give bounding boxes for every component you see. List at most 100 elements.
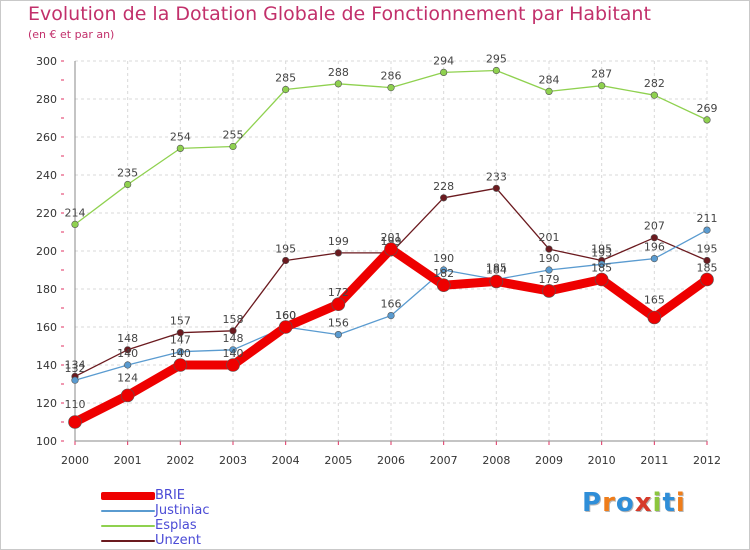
data-point-unzent	[545, 245, 553, 253]
data-label-justiniac: 156	[328, 317, 349, 330]
y-tick-label: 260	[36, 131, 57, 144]
y-tick-label: 240	[36, 169, 57, 182]
data-point-justiniac	[440, 266, 448, 274]
data-label-unzent: 195	[275, 243, 296, 256]
x-tick-label: 2003	[219, 454, 247, 467]
y-tick-label: 280	[36, 93, 57, 106]
data-point-brie	[120, 388, 135, 403]
data-point-unzent	[282, 256, 290, 265]
data-point-unzent	[492, 184, 500, 192]
data-point-brie	[436, 278, 451, 293]
data-label-brie: 110	[65, 398, 86, 411]
data-label-unzent: 207	[644, 220, 665, 233]
x-tick-label: 2004	[272, 454, 300, 467]
y-tick-label: 160	[36, 321, 57, 334]
data-label-unzent: 148	[117, 332, 138, 345]
logo-letter: t	[662, 488, 676, 518]
data-label-brie: 160	[275, 309, 296, 322]
data-point-brie	[278, 320, 293, 334]
data-point-justiniac	[229, 346, 237, 354]
data-point-justiniac	[124, 361, 132, 369]
data-label-justiniac: 147	[170, 334, 191, 347]
data-label-justiniac: 160	[275, 309, 296, 322]
data-point-brie	[594, 272, 609, 287]
legend-item-unzent: Unzent	[101, 533, 210, 548]
data-point-justiniac	[650, 255, 658, 263]
y-tick-label: 200	[36, 245, 57, 258]
data-label-esplas: 235	[117, 167, 138, 180]
logo-letter: i	[652, 488, 663, 518]
data-point-justiniac	[387, 312, 395, 320]
data-point-unzent	[176, 329, 184, 337]
data-label-justiniac: 132	[65, 362, 86, 375]
data-label-esplas: 294	[433, 54, 454, 67]
legend-label-justiniac: Justiniac	[155, 503, 210, 518]
proxiti-logo: Proxiti	[582, 488, 686, 518]
y-tick-label: 180	[36, 283, 57, 296]
y-tick-label: 300	[36, 55, 57, 68]
logo-letter: r	[602, 488, 616, 518]
data-point-unzent	[650, 234, 658, 242]
y-tick-label: 140	[36, 359, 57, 372]
data-point-brie	[68, 415, 82, 429]
data-label-esplas: 255	[223, 129, 244, 142]
data-label-esplas: 288	[328, 66, 349, 79]
legend-swatch-brie	[101, 491, 155, 500]
data-label-justiniac: 190	[539, 252, 560, 265]
x-tick-label: 2009	[535, 454, 563, 467]
data-label-brie: 124	[117, 371, 138, 384]
data-label-unzent: 157	[170, 315, 191, 328]
data-point-esplas	[124, 180, 132, 189]
data-label-esplas: 254	[170, 130, 191, 143]
data-label-brie: 201	[381, 231, 402, 244]
legend-label-unzent: Unzent	[155, 533, 201, 548]
data-label-unzent: 195	[591, 243, 612, 256]
data-label-brie: 182	[433, 267, 454, 280]
x-tick-label: 2012	[693, 454, 721, 467]
data-label-unzent: 199	[328, 235, 349, 248]
data-point-esplas	[71, 220, 79, 228]
data-label-unzent: 195	[697, 243, 718, 256]
data-point-brie	[489, 274, 504, 289]
y-tick-label: 100	[36, 435, 57, 448]
data-label-unzent: 199	[381, 235, 402, 248]
data-label-esplas: 287	[591, 68, 612, 81]
data-point-brie	[226, 358, 240, 372]
data-label-justiniac: 140	[117, 347, 138, 360]
data-point-unzent	[229, 327, 237, 335]
x-tick-label: 2007	[430, 454, 458, 467]
data-point-justiniac	[545, 266, 553, 274]
data-label-unzent: 201	[539, 231, 560, 244]
data-point-justiniac	[334, 331, 342, 339]
data-label-esplas: 269	[697, 102, 718, 115]
data-label-justiniac: 148	[223, 332, 244, 345]
data-label-esplas: 214	[65, 206, 86, 219]
data-point-brie	[331, 297, 346, 312]
data-point-esplas	[703, 116, 711, 124]
data-label-unzent: 158	[223, 313, 244, 326]
data-label-esplas: 295	[486, 53, 507, 66]
data-label-brie: 184	[486, 263, 507, 276]
data-label-brie: 140	[223, 347, 244, 360]
legend: BRIE Justiniac Esplas Unzent	[101, 488, 210, 548]
legend-swatch-justiniac	[101, 509, 155, 512]
x-tick-label: 2006	[377, 454, 405, 467]
data-label-esplas: 286	[381, 70, 402, 83]
data-label-brie: 172	[328, 286, 349, 299]
legend-label-brie: BRIE	[155, 488, 185, 503]
legend-item-esplas: Esplas	[101, 518, 210, 533]
data-point-justiniac	[598, 260, 606, 268]
data-point-brie	[173, 358, 188, 372]
data-point-justiniac	[703, 226, 711, 234]
data-point-justiniac	[71, 376, 79, 384]
y-tick-label: 220	[36, 207, 57, 220]
data-point-esplas	[598, 82, 606, 90]
data-label-justiniac: 190	[433, 252, 454, 265]
data-point-esplas	[440, 68, 448, 76]
data-label-brie: 165	[644, 294, 665, 307]
data-point-brie	[384, 242, 398, 256]
x-tick-label: 2001	[114, 454, 142, 467]
chart-title: Evolution de la Dotation Globale de Fonc…	[28, 3, 651, 25]
